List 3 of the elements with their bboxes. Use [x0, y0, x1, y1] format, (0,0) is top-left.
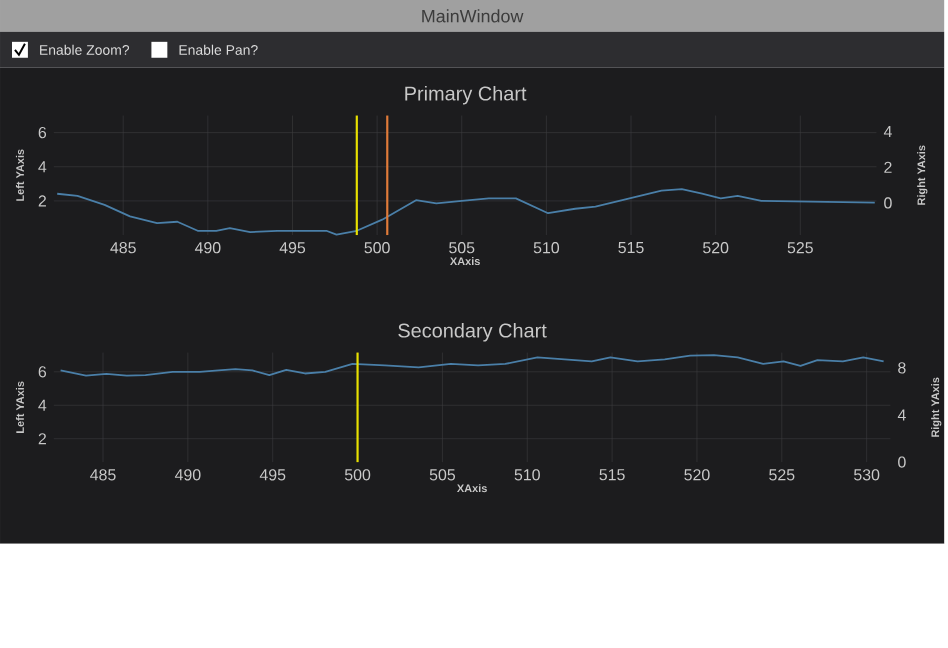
chart-title: Primary Chart: [405, 86, 527, 105]
text: MainWindow: [422, 9, 524, 23]
chart-title: Secondary Chart: [398, 323, 547, 342]
